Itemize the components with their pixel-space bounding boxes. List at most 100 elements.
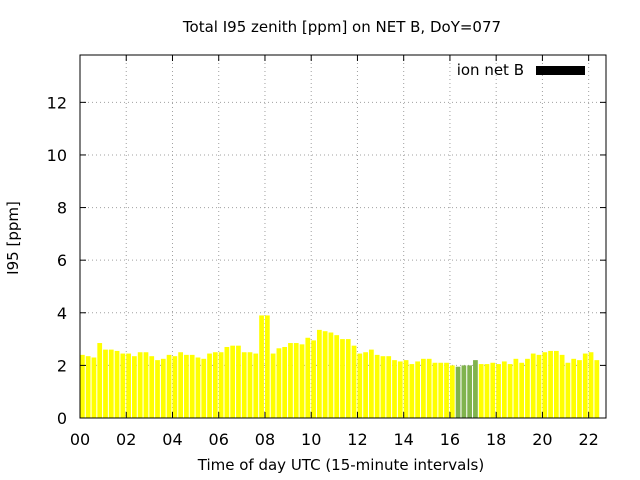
bar — [421, 358, 426, 418]
bar — [126, 353, 131, 418]
bar — [316, 329, 322, 418]
bar — [530, 353, 536, 418]
chart-title: Total I95 zenith [ppm] on NET B, DoY=077 — [182, 18, 501, 36]
x-axis-label: Time of day UTC (15-minute intervals) — [197, 456, 484, 474]
axis-ticks — [79, 55, 606, 419]
bar — [582, 353, 588, 418]
bar — [507, 364, 513, 418]
bar — [155, 360, 160, 418]
bar — [351, 345, 357, 418]
bar — [166, 354, 172, 418]
bar — [236, 345, 241, 418]
bar — [293, 343, 299, 418]
bar — [270, 353, 276, 418]
bar — [409, 364, 415, 418]
x-tick-labels: 00 02 04 06 08 10 12 14 16 18 20 22 — [70, 430, 599, 449]
bar — [380, 356, 386, 418]
bar — [513, 358, 519, 418]
bar — [444, 362, 449, 418]
grid-lines — [80, 55, 606, 418]
x-tick-label: 00 — [70, 430, 90, 449]
plot-frame — [79, 54, 607, 419]
x-tick-label: 16 — [440, 430, 460, 449]
bar — [120, 353, 126, 418]
x-tick-label: 14 — [394, 430, 414, 449]
bar — [184, 354, 189, 418]
x-tick-label: 20 — [532, 430, 552, 449]
bar — [259, 315, 264, 418]
bar — [114, 350, 120, 418]
x-tick-label: 06 — [209, 430, 229, 449]
bar — [374, 354, 380, 418]
x-tick-label: 10 — [301, 430, 321, 449]
bar — [397, 361, 403, 418]
bar — [501, 361, 507, 418]
x-tick-label: 12 — [347, 430, 367, 449]
bar — [149, 356, 155, 418]
bar — [91, 357, 97, 418]
y-axis-label: I95 [ppm] — [4, 201, 22, 275]
bar — [143, 352, 149, 418]
bar — [415, 361, 420, 418]
bar — [172, 356, 178, 418]
bar — [334, 335, 340, 418]
bar — [594, 360, 600, 418]
bar — [467, 365, 473, 418]
bar — [519, 362, 525, 418]
bar — [305, 337, 311, 418]
bar — [461, 365, 467, 418]
legend-swatch — [536, 66, 585, 75]
bar — [449, 365, 455, 418]
x-tick-label: 02 — [116, 430, 136, 449]
bar — [490, 362, 496, 418]
bar — [137, 352, 143, 418]
x-tick-label: 04 — [162, 430, 182, 449]
bar — [160, 358, 166, 418]
x-tick-label: 08 — [255, 430, 275, 449]
bar — [224, 346, 230, 418]
bar — [322, 331, 328, 418]
bar — [484, 364, 490, 418]
bar — [392, 360, 397, 418]
bar — [588, 352, 594, 418]
bar — [548, 350, 553, 418]
bar — [218, 352, 224, 418]
bar — [132, 356, 137, 418]
bar — [369, 349, 374, 418]
bar — [496, 364, 501, 418]
bar — [473, 360, 478, 418]
legend-label: ion net B — [457, 61, 524, 79]
bar — [571, 358, 577, 418]
bar — [189, 354, 195, 418]
y-tick-label: 8 — [57, 199, 67, 218]
bar — [345, 339, 351, 418]
bar — [565, 362, 571, 418]
bar — [455, 366, 461, 418]
bar — [536, 354, 542, 418]
x-tick-label: 18 — [486, 430, 506, 449]
y-tick-label: 12 — [47, 93, 67, 112]
bar — [282, 346, 288, 418]
bar — [288, 343, 293, 418]
y-tick-label: 0 — [57, 409, 67, 428]
bar — [577, 360, 582, 418]
bar — [525, 358, 530, 418]
bar — [432, 362, 438, 418]
bar — [241, 352, 247, 418]
bar — [108, 349, 114, 418]
bar — [80, 354, 85, 418]
y-tick-labels: 0 2 4 6 8 10 12 — [47, 93, 67, 428]
bar — [207, 353, 212, 418]
bar — [357, 353, 363, 418]
bar — [276, 348, 282, 418]
bar — [178, 352, 184, 418]
bar — [212, 352, 218, 418]
bar — [201, 358, 207, 418]
bar — [478, 364, 484, 418]
bar — [553, 350, 559, 418]
bar — [438, 362, 444, 418]
bar — [85, 356, 91, 418]
y-tick-label: 6 — [57, 251, 67, 270]
bar — [253, 353, 259, 418]
